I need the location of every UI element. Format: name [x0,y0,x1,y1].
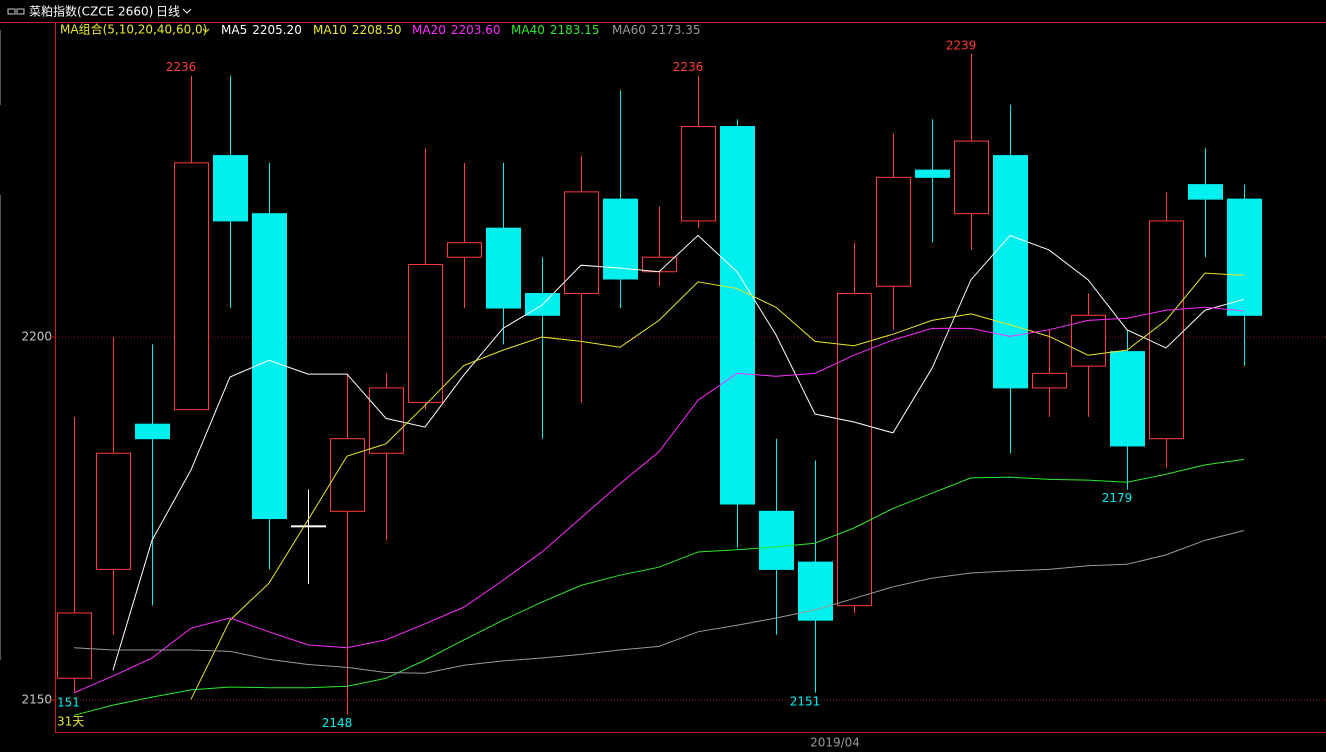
ma-line [73,530,1245,674]
candle-body [1071,314,1106,367]
candle-body [642,256,677,273]
chart-title: 菜粕指数(CZCE 2660) [29,4,153,19]
candle-body [213,155,248,222]
candle-body [1032,372,1067,389]
legend-name: MA10 [313,23,347,37]
candle-body [954,140,989,215]
legend-value: 2203.60 [451,23,501,37]
candle-body [291,525,326,528]
period-selector[interactable]: 日线 [156,5,180,19]
legend-entry: MA5 2205.20 [221,23,302,37]
candle-body [798,561,833,621]
legend-name: MA5 [221,23,247,37]
candle-body [993,155,1028,389]
legend-entry: MA10 2208.50 [313,23,401,37]
high-label: 2236 [673,60,704,74]
legend-name: MA40 [511,23,545,37]
dropdown-icon[interactable] [202,28,210,33]
high-label: 2239 [946,38,977,52]
icon [7,8,16,15]
candle-body [408,263,443,403]
legend-value: 2208.50 [352,23,402,37]
low-label: 2179 [1102,491,1133,505]
candle-body [252,213,287,520]
candle-body [759,510,794,570]
ma-line [112,234,1245,671]
candle-body [486,227,521,309]
candle-body [564,191,599,295]
candle-body [447,242,482,258]
legend-value: 2183.15 [550,23,600,37]
candle-body [876,176,911,287]
dropdown-icon[interactable] [182,8,192,14]
plot-area [57,53,1262,716]
legend-value: 2205.20 [252,23,302,37]
low-label: 2148 [322,716,353,730]
candle-body [1110,351,1145,447]
legend-entry: MA60 2173.35 [612,23,700,37]
legend-value: 2173.35 [651,23,701,37]
candle-body [603,198,638,280]
legend-entry: MA40 2183.15 [511,23,599,37]
candle-body [681,126,716,222]
ma-line [73,306,1245,694]
edge-label: 31天 [57,715,84,729]
candle-body [330,438,365,512]
legend-entry: MA20 2203.60 [412,23,500,37]
x-axis-label: 2019/04 [810,736,860,750]
legend-name: MA60 [612,23,646,37]
y-tick-label: 2150 [21,693,52,707]
candle-body [720,126,755,505]
icon [16,8,25,15]
candle-body [174,162,209,411]
candle-body [57,612,92,679]
candle-body [96,452,131,570]
candle-body [1188,184,1223,200]
y-tick-label: 2200 [21,330,52,344]
legend-name: MA20 [412,23,446,37]
high-label: 2236 [166,60,197,74]
candle-body [915,169,950,178]
low-label: 2151 [790,694,821,708]
ma-line [73,458,1245,716]
candle-body [837,293,872,607]
candle-body [1227,198,1262,316]
candle-body [1149,220,1184,440]
ma-line [190,272,1245,700]
ma-group[interactable]: MA组合(5,10,20,40,60,0) [60,22,207,37]
edge-label: 151 [57,696,80,710]
candle-body [135,423,170,440]
